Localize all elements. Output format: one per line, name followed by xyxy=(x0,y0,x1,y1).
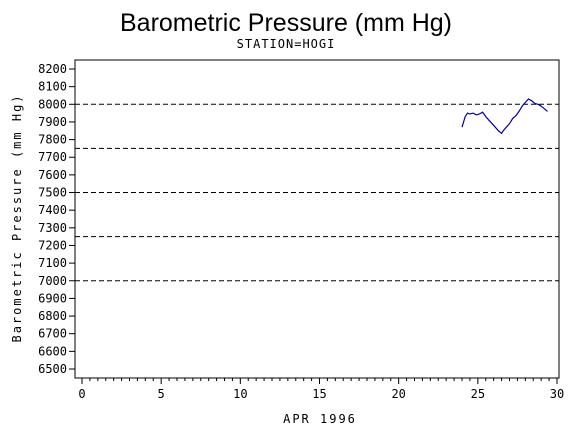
y-tick-label: 6700 xyxy=(38,327,67,341)
y-tick-label: 7600 xyxy=(38,168,67,182)
y-axis-label: Barometric Pressure (mm Hg) xyxy=(10,93,24,342)
y-tick-label: 6600 xyxy=(38,344,67,358)
y-tick-label: 7200 xyxy=(38,238,67,252)
y-tick-label: 7800 xyxy=(38,133,67,147)
y-tick-label: 6500 xyxy=(38,362,67,376)
x-tick-label: 5 xyxy=(158,387,165,401)
chart-subtitle: STATION=HOGI xyxy=(237,37,336,51)
y-tick-label: 7000 xyxy=(38,274,67,288)
x-tick-label: 25 xyxy=(471,387,485,401)
reference-lines xyxy=(75,103,559,282)
chart-title: Barometric Pressure (mm Hg) xyxy=(120,9,452,37)
y-tick-label: 7900 xyxy=(38,115,67,129)
y-tick-label: 6900 xyxy=(38,291,67,305)
y-tick-label: 7300 xyxy=(38,221,67,235)
y-axis: 6500 6600 6700 6800 6900 7000 7100 7200 7300 7400… xyxy=(38,62,75,376)
x-tick-label: 15 xyxy=(312,387,326,401)
x-axis-label: APR 1996 xyxy=(283,412,357,426)
series-line xyxy=(461,98,548,135)
plot-frame xyxy=(74,59,560,379)
y-tick-label: 7700 xyxy=(38,150,67,164)
y-tick-label: 8200 xyxy=(38,62,67,76)
x-tick-label: 10 xyxy=(233,387,247,401)
y-tick-label: 6800 xyxy=(38,309,67,323)
y-tick-label: 7100 xyxy=(38,256,67,270)
x-tick-label: 30 xyxy=(550,387,564,401)
x-axis: 0 5 10 15 20 25 30 xyxy=(78,378,564,401)
y-tick-label: 7400 xyxy=(38,203,67,217)
series-group xyxy=(461,98,548,135)
y-tick-label: 7500 xyxy=(38,186,67,200)
x-tick-label: 0 xyxy=(78,387,85,401)
y-tick-label: 8000 xyxy=(38,97,67,111)
x-tick-label: 20 xyxy=(391,387,405,401)
y-tick-label: 8100 xyxy=(38,80,67,94)
